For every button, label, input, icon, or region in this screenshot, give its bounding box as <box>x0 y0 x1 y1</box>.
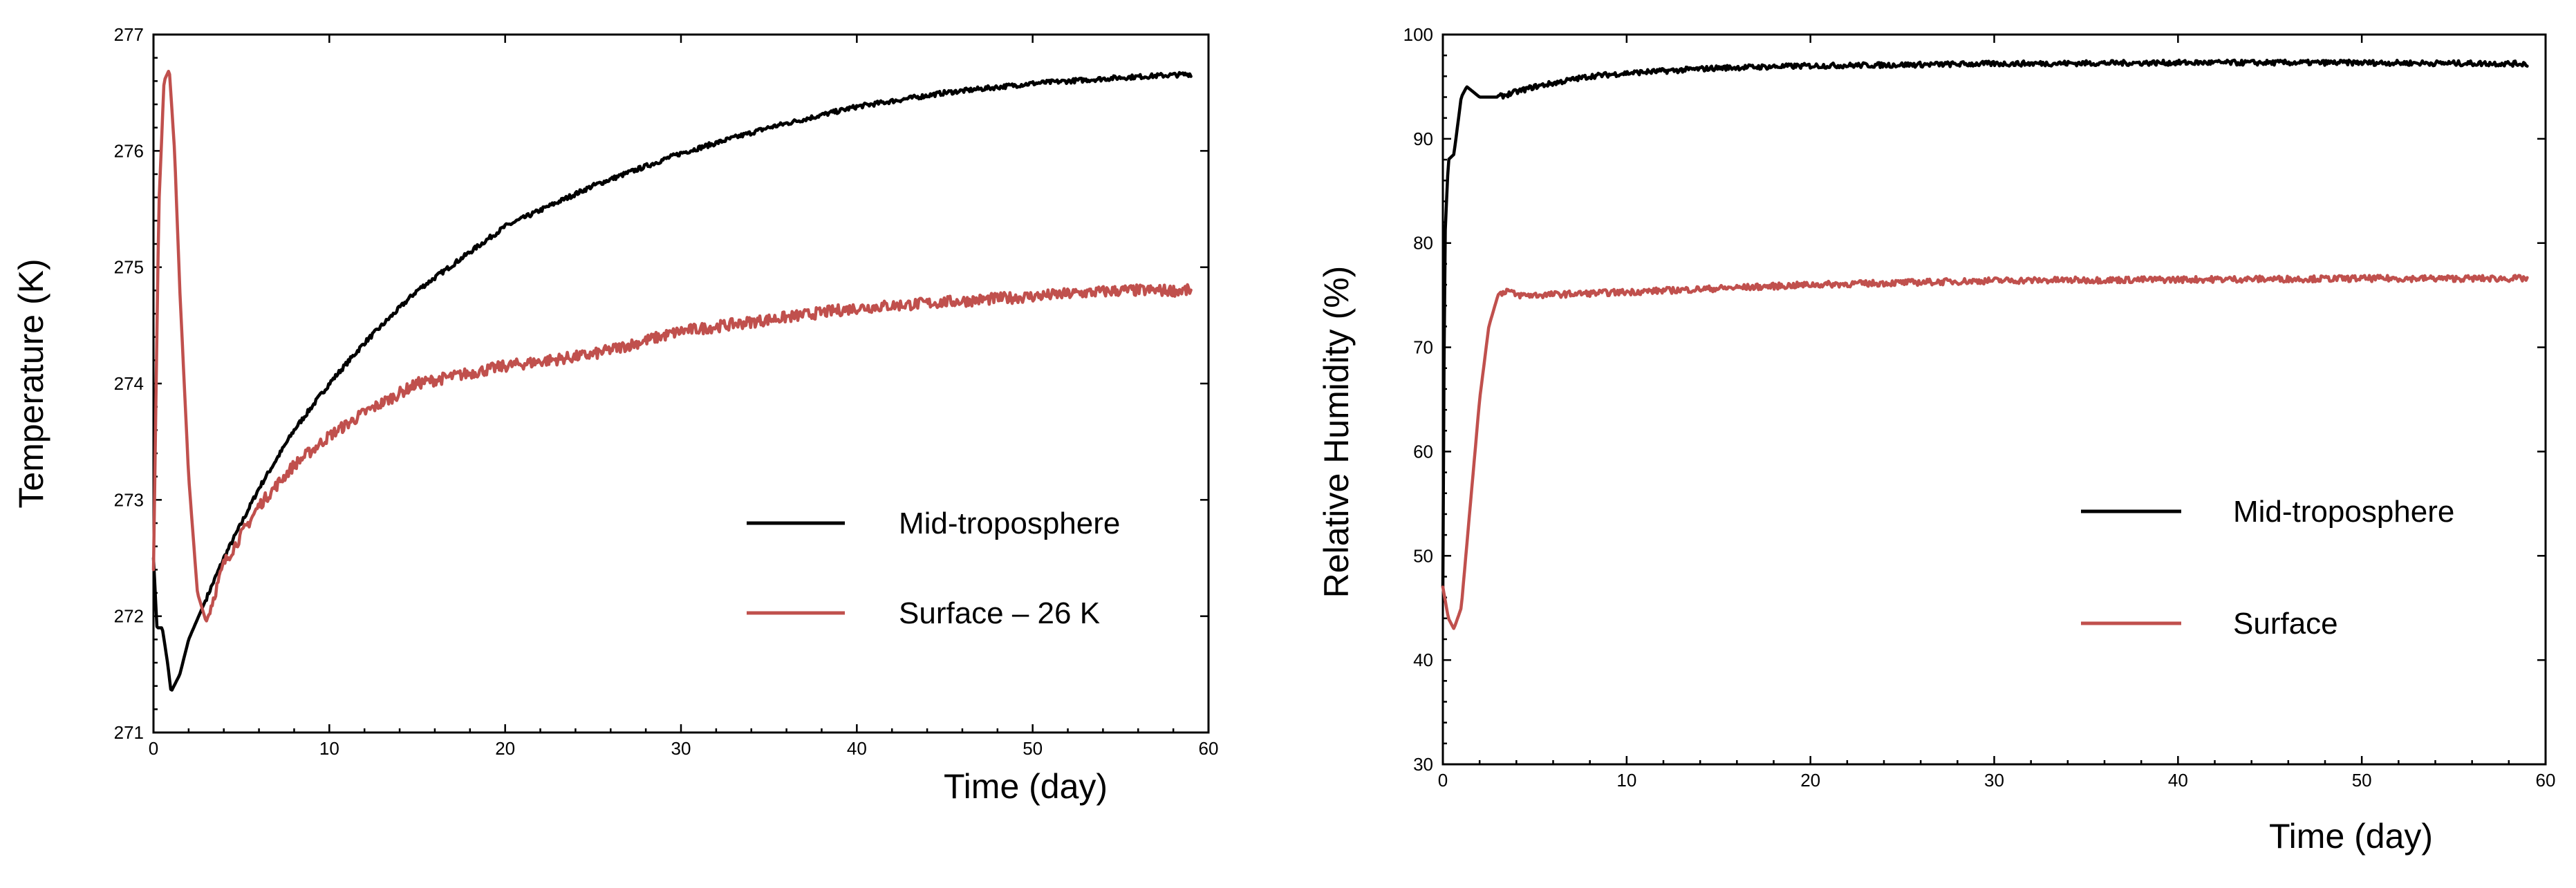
humidity-x-tick-label: 20 <box>1800 770 1820 791</box>
humidity-ticks: 0 10 20 30 40 50 60 30 40 50 60 70 80 90 100 <box>1403 24 2556 791</box>
humidity-y-tick-label: 100 <box>1403 24 1433 45</box>
temperature-y-tick-label: 275 <box>114 257 144 278</box>
temperature-y-tick-label: 273 <box>114 489 144 510</box>
temperature-panel: 0 10 20 30 40 50 60 271 272 273 274 275 276 277 Time … <box>12 24 1218 806</box>
temperature-x-tick-label: 50 <box>1023 738 1043 759</box>
humidity-x-tick-label: 40 <box>2168 770 2188 791</box>
temperature-y-tick-label: 274 <box>114 373 144 394</box>
humidity-x-tick-label: 10 <box>1616 770 1636 791</box>
humidity-series-surface-line <box>1441 274 2529 630</box>
legend-label-mid-troposphere: Mid-troposphere <box>2233 495 2454 529</box>
humidity-y-tick-label: 60 <box>1413 441 1433 462</box>
temperature-y-tick-label: 276 <box>114 140 144 161</box>
temperature-x-tick-label: 10 <box>319 738 339 759</box>
temperature-y-axis-label: Temperature (K) <box>12 258 50 508</box>
temperature-y-tick-label: 272 <box>114 606 144 627</box>
temperature-x-axis-label: Time (day) <box>944 767 1108 806</box>
humidity-x-axis-label: Time (day) <box>2269 817 2433 856</box>
legend-label-surface: Surface <box>2233 607 2338 641</box>
temperature-x-tick-label: 30 <box>671 738 691 759</box>
humidity-y-tick-label: 50 <box>1413 545 1433 566</box>
humidity-plot-frame <box>1441 33 2547 766</box>
humidity-y-tick-label: 40 <box>1413 650 1433 670</box>
temperature-y-tick-label: 277 <box>114 24 144 45</box>
temperature-x-tick-label: 60 <box>1199 738 1219 759</box>
humidity-series-mid-troposphere-line <box>1441 58 2529 589</box>
temperature-legend: Mid-troposphere Surface – 26 K <box>747 507 1120 630</box>
humidity-y-tick-label: 80 <box>1413 233 1433 254</box>
legend-label-surface: Surface – 26 K <box>899 596 1100 630</box>
temperature-y-tick-label: 271 <box>114 722 144 743</box>
humidity-x-tick-label: 30 <box>1984 770 2004 791</box>
temperature-series-surface-line <box>151 69 1193 623</box>
humidity-y-axis-label: Relative Humidity (%) <box>1317 266 1356 598</box>
humidity-series <box>1441 58 2529 630</box>
humidity-x-tick-label: 60 <box>2536 770 2556 791</box>
temperature-series <box>151 69 1193 692</box>
humidity-x-tick-label: 50 <box>2352 770 2372 791</box>
temperature-x-tick-label: 40 <box>847 738 867 759</box>
temperature-x-tick-label: 0 <box>149 738 158 759</box>
humidity-legend: Mid-troposphere Surface <box>2081 495 2454 641</box>
humidity-y-tick-label: 70 <box>1413 337 1433 358</box>
temperature-ticks: 0 10 20 30 40 50 60 271 272 273 274 275 276 277 <box>114 24 1219 759</box>
temperature-series-mid-troposphere-line <box>151 70 1193 692</box>
humidity-y-tick-label: 30 <box>1413 754 1433 775</box>
humidity-x-tick-label: 0 <box>1438 770 1448 791</box>
temperature-x-tick-label: 20 <box>495 738 515 759</box>
humidity-panel: 0 10 20 30 40 50 60 30 40 50 60 70 80 90 100 Time (day… <box>1317 24 2555 856</box>
humidity-y-tick-label: 90 <box>1413 129 1433 149</box>
legend-label-mid-troposphere: Mid-troposphere <box>899 507 1120 540</box>
